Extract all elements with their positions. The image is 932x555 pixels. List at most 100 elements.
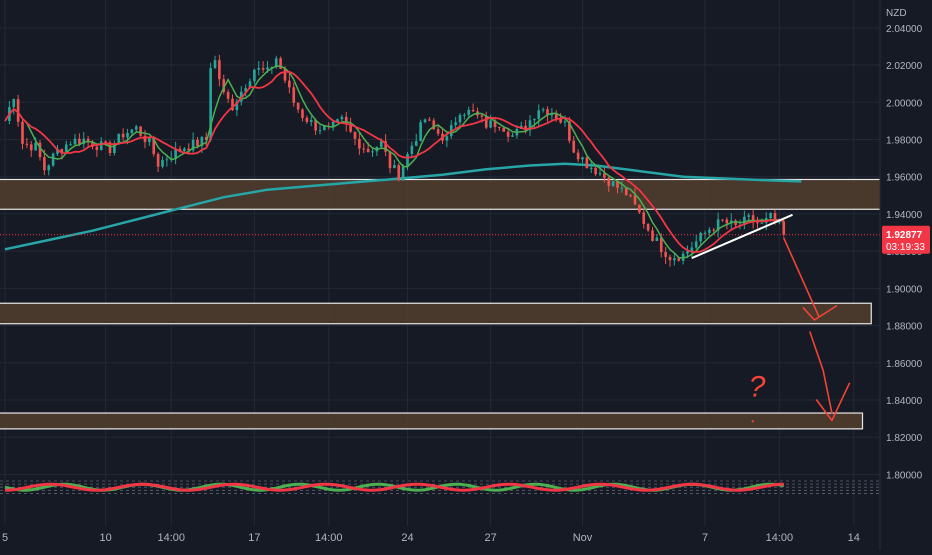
x-tick-label: Nov — [573, 532, 593, 544]
x-tick-label: 14:00 — [315, 532, 343, 544]
candle-body — [458, 115, 462, 123]
candle-body — [690, 247, 694, 252]
candle-body — [12, 99, 16, 108]
candle-body — [633, 195, 637, 205]
candle-body — [257, 67, 261, 70]
candle-body — [38, 142, 42, 158]
x-tick-label: 7 — [702, 532, 708, 544]
candle-body — [353, 131, 357, 139]
y-tick-label: 2.02000 — [886, 61, 923, 72]
candle-body — [445, 136, 449, 141]
candle-body — [668, 256, 672, 261]
support-zone — [0, 178, 894, 210]
candle-body — [397, 165, 401, 181]
candle-body — [29, 144, 33, 151]
candle-body — [331, 121, 335, 127]
candle-body — [686, 251, 689, 254]
candle-body — [139, 126, 142, 136]
candle-body — [279, 58, 282, 69]
candle-body — [782, 221, 786, 235]
candle-body — [677, 258, 681, 261]
candle-body — [642, 212, 646, 224]
candle-body — [261, 67, 265, 70]
candle-body — [524, 125, 527, 131]
candle-body — [231, 98, 234, 111]
candle-body — [60, 148, 64, 153]
candle-body — [253, 69, 256, 82]
candle-body — [183, 148, 186, 152]
candle-body — [213, 60, 217, 68]
candle-body — [358, 138, 361, 149]
candle-body — [708, 229, 711, 233]
y-axis-panel — [880, 0, 932, 550]
x-tick-label: 5 — [2, 532, 8, 544]
candle-body — [729, 220, 733, 224]
candle-body — [47, 165, 51, 171]
candle-body — [121, 133, 125, 138]
candle-body — [318, 130, 322, 132]
y-tick-label: 1.88000 — [886, 322, 923, 333]
candle-body — [384, 141, 387, 152]
candle-body — [703, 232, 707, 234]
candle-body — [73, 138, 77, 145]
candle-body — [528, 120, 532, 131]
candle-body — [559, 118, 562, 123]
candle-body — [432, 120, 436, 130]
candle-body — [274, 58, 278, 67]
candle-body — [200, 137, 204, 147]
x-tick-label: 10 — [100, 532, 112, 544]
candle-body — [673, 258, 676, 261]
candle-body — [156, 154, 160, 167]
x-tick-label: 24 — [401, 532, 413, 544]
candle-body — [721, 219, 724, 221]
zone-layer — [0, 178, 894, 430]
candle-body — [533, 119, 536, 121]
candle-body — [585, 157, 589, 169]
candle-body — [480, 115, 484, 117]
ma-long-layer — [4, 162, 802, 251]
candle-body — [143, 135, 147, 142]
candle-body — [589, 167, 593, 169]
candle-body — [174, 148, 177, 159]
candle-body — [292, 87, 296, 103]
candle-body — [95, 146, 99, 151]
y-tick-label: 1.90000 — [886, 284, 923, 295]
candle-body — [266, 67, 269, 70]
candle-body — [428, 119, 431, 121]
candle-body — [541, 109, 545, 111]
candle-body — [537, 110, 541, 120]
ma-layer — [0, 65, 880, 259]
x-tick-label: 14 — [848, 532, 860, 544]
candle-body — [161, 160, 164, 167]
y-tick-label: 1.84000 — [886, 396, 923, 407]
candle-body — [104, 141, 107, 143]
y-tick-label: 2.04000 — [886, 24, 923, 35]
y-tick-label: 1.80000 — [886, 470, 923, 481]
candle-layer — [8, 54, 786, 267]
y-tick-label: 2.00000 — [886, 98, 923, 109]
candle-body — [323, 125, 326, 131]
candle-body — [21, 121, 24, 144]
candle-body — [620, 187, 624, 189]
candle-body — [712, 229, 716, 231]
y-tick-label: 1.98000 — [886, 135, 923, 146]
candle-body — [117, 133, 121, 145]
candle-body — [716, 219, 720, 231]
candle-body — [305, 117, 309, 122]
candle-body — [699, 232, 702, 242]
candle-body — [130, 129, 134, 133]
candle-body — [91, 141, 94, 147]
candle-body — [598, 173, 602, 175]
candle-body — [563, 121, 567, 123]
candle-body — [25, 143, 29, 145]
y-tick-label: 1.82000 — [886, 433, 923, 444]
candle-body — [288, 80, 291, 88]
candle-body — [283, 68, 287, 81]
candle-body — [769, 213, 772, 219]
grid-layer — [0, 0, 880, 526]
candle-body — [406, 154, 409, 167]
ma-long-line — [4, 162, 802, 251]
candle-body — [56, 148, 59, 154]
